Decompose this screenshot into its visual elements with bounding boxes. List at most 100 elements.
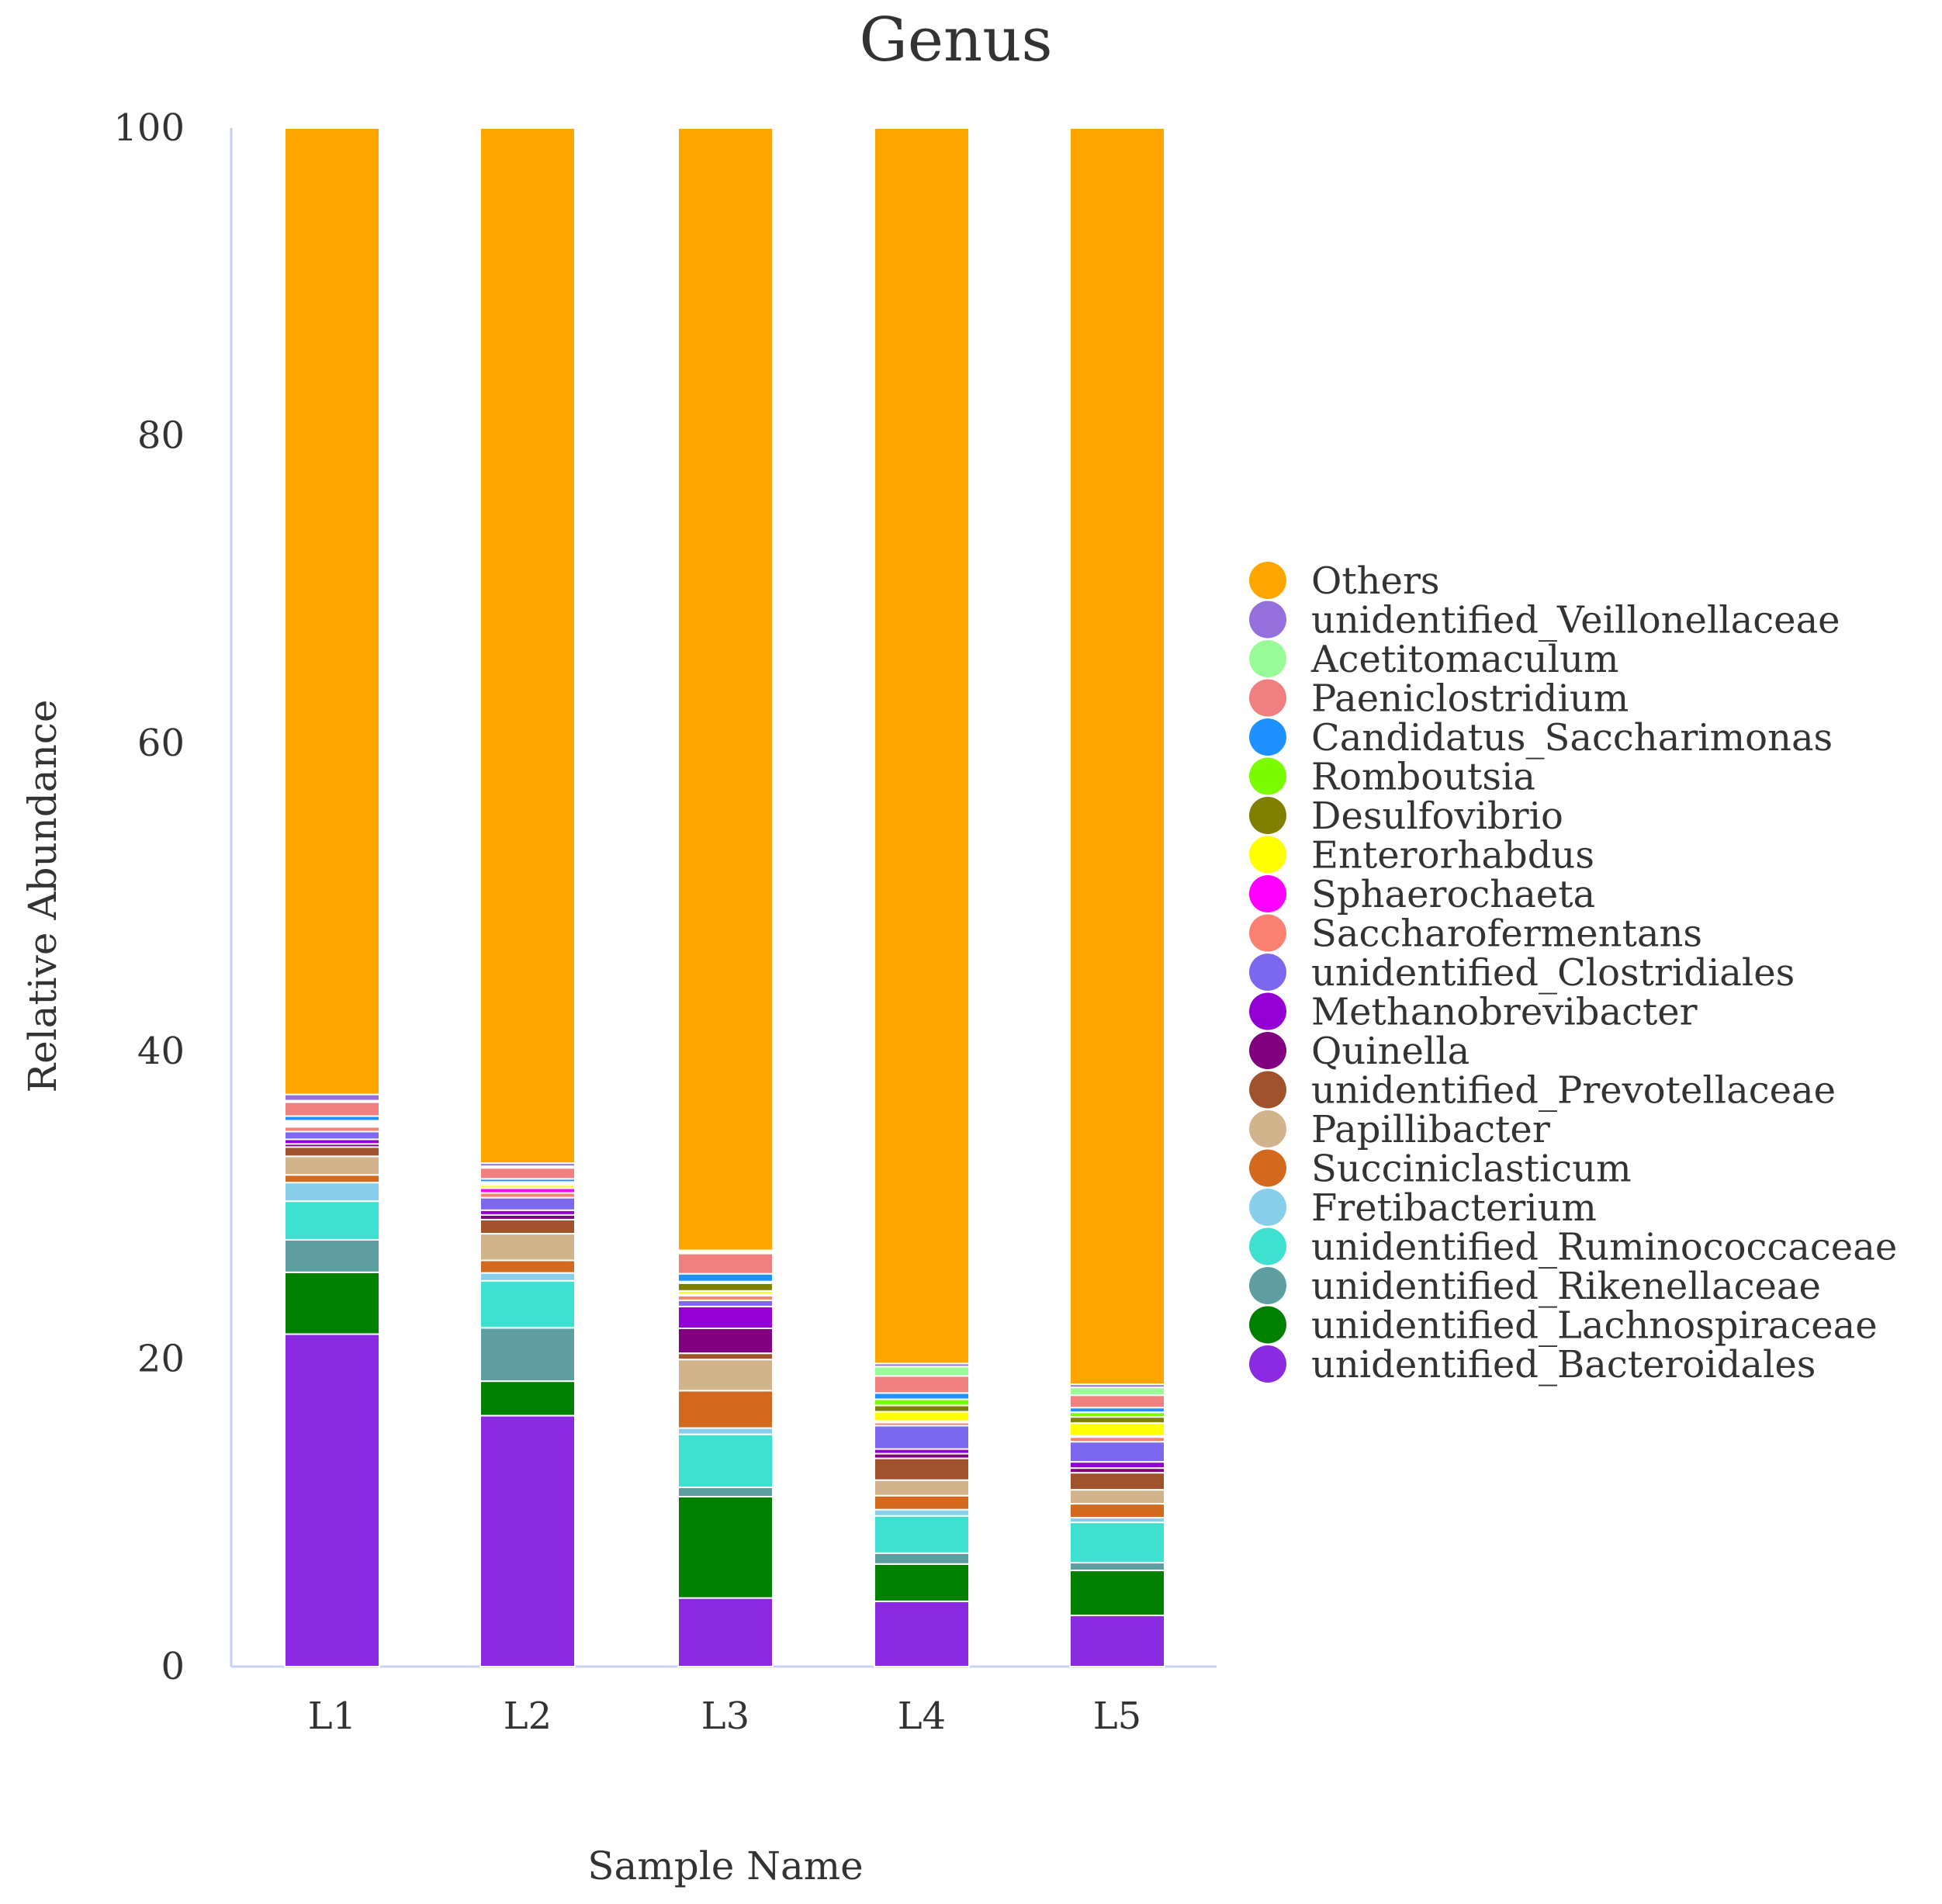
bar-segment	[874, 1425, 970, 1450]
legend-marker	[1249, 836, 1286, 874]
legend-marker	[1249, 640, 1286, 677]
x-tick-label: L2	[504, 1695, 552, 1738]
bar-segment	[479, 1167, 576, 1180]
bar-segment	[284, 1333, 380, 1667]
bar-segment	[479, 1327, 576, 1383]
legend-label: Romboutsia	[1311, 756, 1535, 799]
bar-segment	[1069, 1615, 1165, 1667]
legend-marker	[1249, 1149, 1286, 1187]
legend-label: Methanobrevibacter	[1311, 991, 1698, 1034]
bar-segment	[874, 1392, 970, 1400]
bar-segment	[284, 1101, 380, 1117]
bar-segment	[874, 1600, 970, 1668]
bar-segment	[874, 1494, 970, 1511]
bar-segment	[677, 127, 774, 1251]
legend-label: unidentified_Ruminococcaceae	[1311, 1226, 1897, 1269]
legend-label: Quinella	[1311, 1030, 1469, 1073]
bar-segment	[1069, 1562, 1165, 1572]
bar-segment	[874, 1457, 970, 1481]
bar-segment	[284, 1093, 380, 1102]
bar-segment	[1069, 1394, 1165, 1409]
legend-label: unidentified_Veillonellaceae	[1311, 599, 1840, 642]
legend-marker	[1249, 1227, 1286, 1265]
bar-segment	[677, 1597, 774, 1668]
legend-label: Saccharofermentans	[1311, 912, 1702, 956]
bar-segment	[479, 1414, 576, 1668]
bar-segment	[874, 1404, 970, 1413]
chart-title: Genus	[860, 5, 1053, 75]
legend-label: unidentified_Clostridiales	[1311, 951, 1795, 995]
bar-segment	[284, 1155, 380, 1176]
bar-segment	[284, 1271, 380, 1335]
x-tick-label: L5	[1093, 1695, 1141, 1738]
legend-label: Candidatus_Saccharimonas	[1311, 716, 1833, 760]
legend-marker	[1249, 1071, 1286, 1109]
bar-segment	[874, 1563, 970, 1602]
bar-segment	[677, 1252, 774, 1275]
bar-segment	[677, 1359, 774, 1392]
legend-marker	[1249, 1306, 1286, 1344]
legend-marker	[1249, 562, 1286, 599]
legend-marker	[1249, 718, 1286, 756]
legend-marker	[1249, 797, 1286, 834]
bar-segment	[677, 1496, 774, 1599]
bar-segment	[874, 1366, 970, 1377]
bar-segment	[479, 1196, 576, 1211]
bar-segment	[1069, 1503, 1165, 1519]
bar-segment	[284, 1182, 380, 1203]
legend-marker	[1249, 954, 1286, 991]
x-tick-labels: L1 L2 L3 L4 L5	[308, 1695, 1141, 1738]
legend-marker	[1249, 1110, 1286, 1148]
legend: Othersunidentified_VeillonellaceaeAcetit…	[1249, 559, 1897, 1386]
bar-segment	[677, 1427, 774, 1435]
bar-segment	[1069, 1386, 1165, 1397]
legend-label: unidentified_Prevotellaceae	[1311, 1069, 1836, 1113]
bar-segment	[874, 1375, 970, 1394]
bar-segment	[284, 127, 380, 1096]
bar-segment	[1069, 1521, 1165, 1564]
bar-segment	[677, 1433, 774, 1488]
bar-segment	[1069, 1461, 1165, 1470]
legend-label: Sphaerochaeta	[1311, 873, 1595, 916]
bar-segment	[874, 1479, 970, 1497]
x-tick-label: L1	[308, 1695, 356, 1738]
bar-segment	[479, 1259, 576, 1274]
y-tick-label: 100	[113, 106, 185, 150]
bars	[284, 127, 1165, 1668]
legend-marker	[1249, 1267, 1286, 1304]
legend-label: unidentified_Rikenellaceae	[1311, 1265, 1821, 1308]
bar-segment	[1069, 1489, 1165, 1505]
bar-segment	[677, 1272, 774, 1283]
legend-marker	[1249, 679, 1286, 717]
legend-marker	[1249, 1189, 1286, 1226]
bar-segment	[1069, 1570, 1165, 1617]
legend-marker	[1249, 875, 1286, 912]
bar-segment	[284, 1130, 380, 1141]
bar-segment	[284, 1174, 380, 1184]
legend-label: Acetitomaculum	[1310, 638, 1619, 681]
legend-label: Papillibacter	[1311, 1108, 1550, 1151]
y-tick-label: 60	[137, 722, 185, 765]
legend-label: Succiniclasticum	[1311, 1148, 1632, 1191]
legend-marker	[1249, 1345, 1286, 1383]
y-tick-labels: 0 20 40 60 80 100	[113, 106, 185, 1688]
bar-segment	[874, 1508, 970, 1517]
bar-segment	[874, 1411, 970, 1422]
bar-segment	[677, 1352, 774, 1361]
legend-marker	[1249, 757, 1286, 795]
bar-segment	[1069, 1472, 1165, 1491]
y-tick-label: 0	[161, 1645, 185, 1688]
bar-segment	[1069, 1416, 1165, 1425]
bar-segment	[874, 1552, 970, 1565]
legend-label: unidentified_Lachnospiraceae	[1311, 1304, 1878, 1348]
bar-segment	[677, 1299, 774, 1307]
bar-segment	[874, 1398, 970, 1407]
bar-segment	[1069, 1441, 1165, 1463]
y-tick-label: 80	[137, 414, 185, 458]
legend-marker	[1249, 992, 1286, 1030]
legend-label: Desulfovibrio	[1311, 794, 1563, 838]
bar-segment	[874, 127, 970, 1365]
bar-segment	[677, 1390, 774, 1429]
y-tick-label: 20	[137, 1337, 185, 1380]
